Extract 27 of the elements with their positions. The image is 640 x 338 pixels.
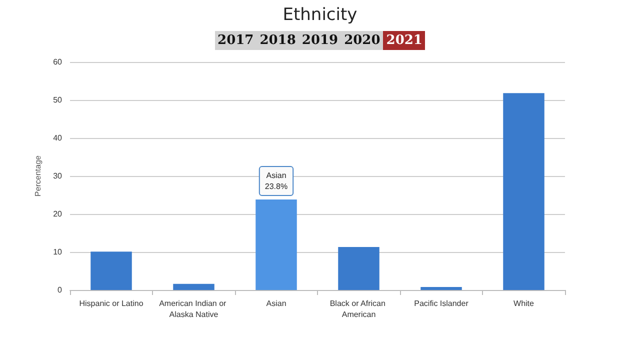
y-tick-label: 20 <box>53 210 63 218</box>
bar <box>338 247 380 290</box>
y-axis-title: Percentage <box>34 154 42 196</box>
y-tick-label: 50 <box>53 96 63 104</box>
year-tab[interactable]: 2017 <box>214 31 257 50</box>
y-tick-label: 40 <box>53 134 63 142</box>
year-tab[interactable]: 2018 <box>256 31 299 50</box>
x-tick-label: Pacific Islander <box>414 299 469 308</box>
bar <box>420 286 462 290</box>
bar <box>90 252 132 290</box>
y-tick-label: 30 <box>53 172 63 180</box>
year-tab[interactable]: 2020 <box>341 31 384 50</box>
bar <box>503 93 544 290</box>
year-tab[interactable]: 2021 <box>383 31 426 50</box>
x-tick-label: White <box>514 299 535 308</box>
x-tick-label: Asian <box>266 299 286 308</box>
bar <box>256 200 297 290</box>
annotation: Asian 23.8% <box>264 171 288 192</box>
x-tick-label: Hispanic or Latino <box>79 299 144 308</box>
y-tick-label: 60 <box>53 58 63 66</box>
x-tick-label: Black or African American <box>330 299 388 319</box>
y-tick-label: 0 <box>58 286 63 294</box>
y-tick-label: 10 <box>53 248 63 256</box>
x-tick-label: American Indian or Alaska Native <box>159 299 228 319</box>
bar <box>173 284 214 290</box>
year-tab[interactable]: 2019 <box>298 31 342 50</box>
chart-title: Ethnicity <box>282 5 358 25</box>
